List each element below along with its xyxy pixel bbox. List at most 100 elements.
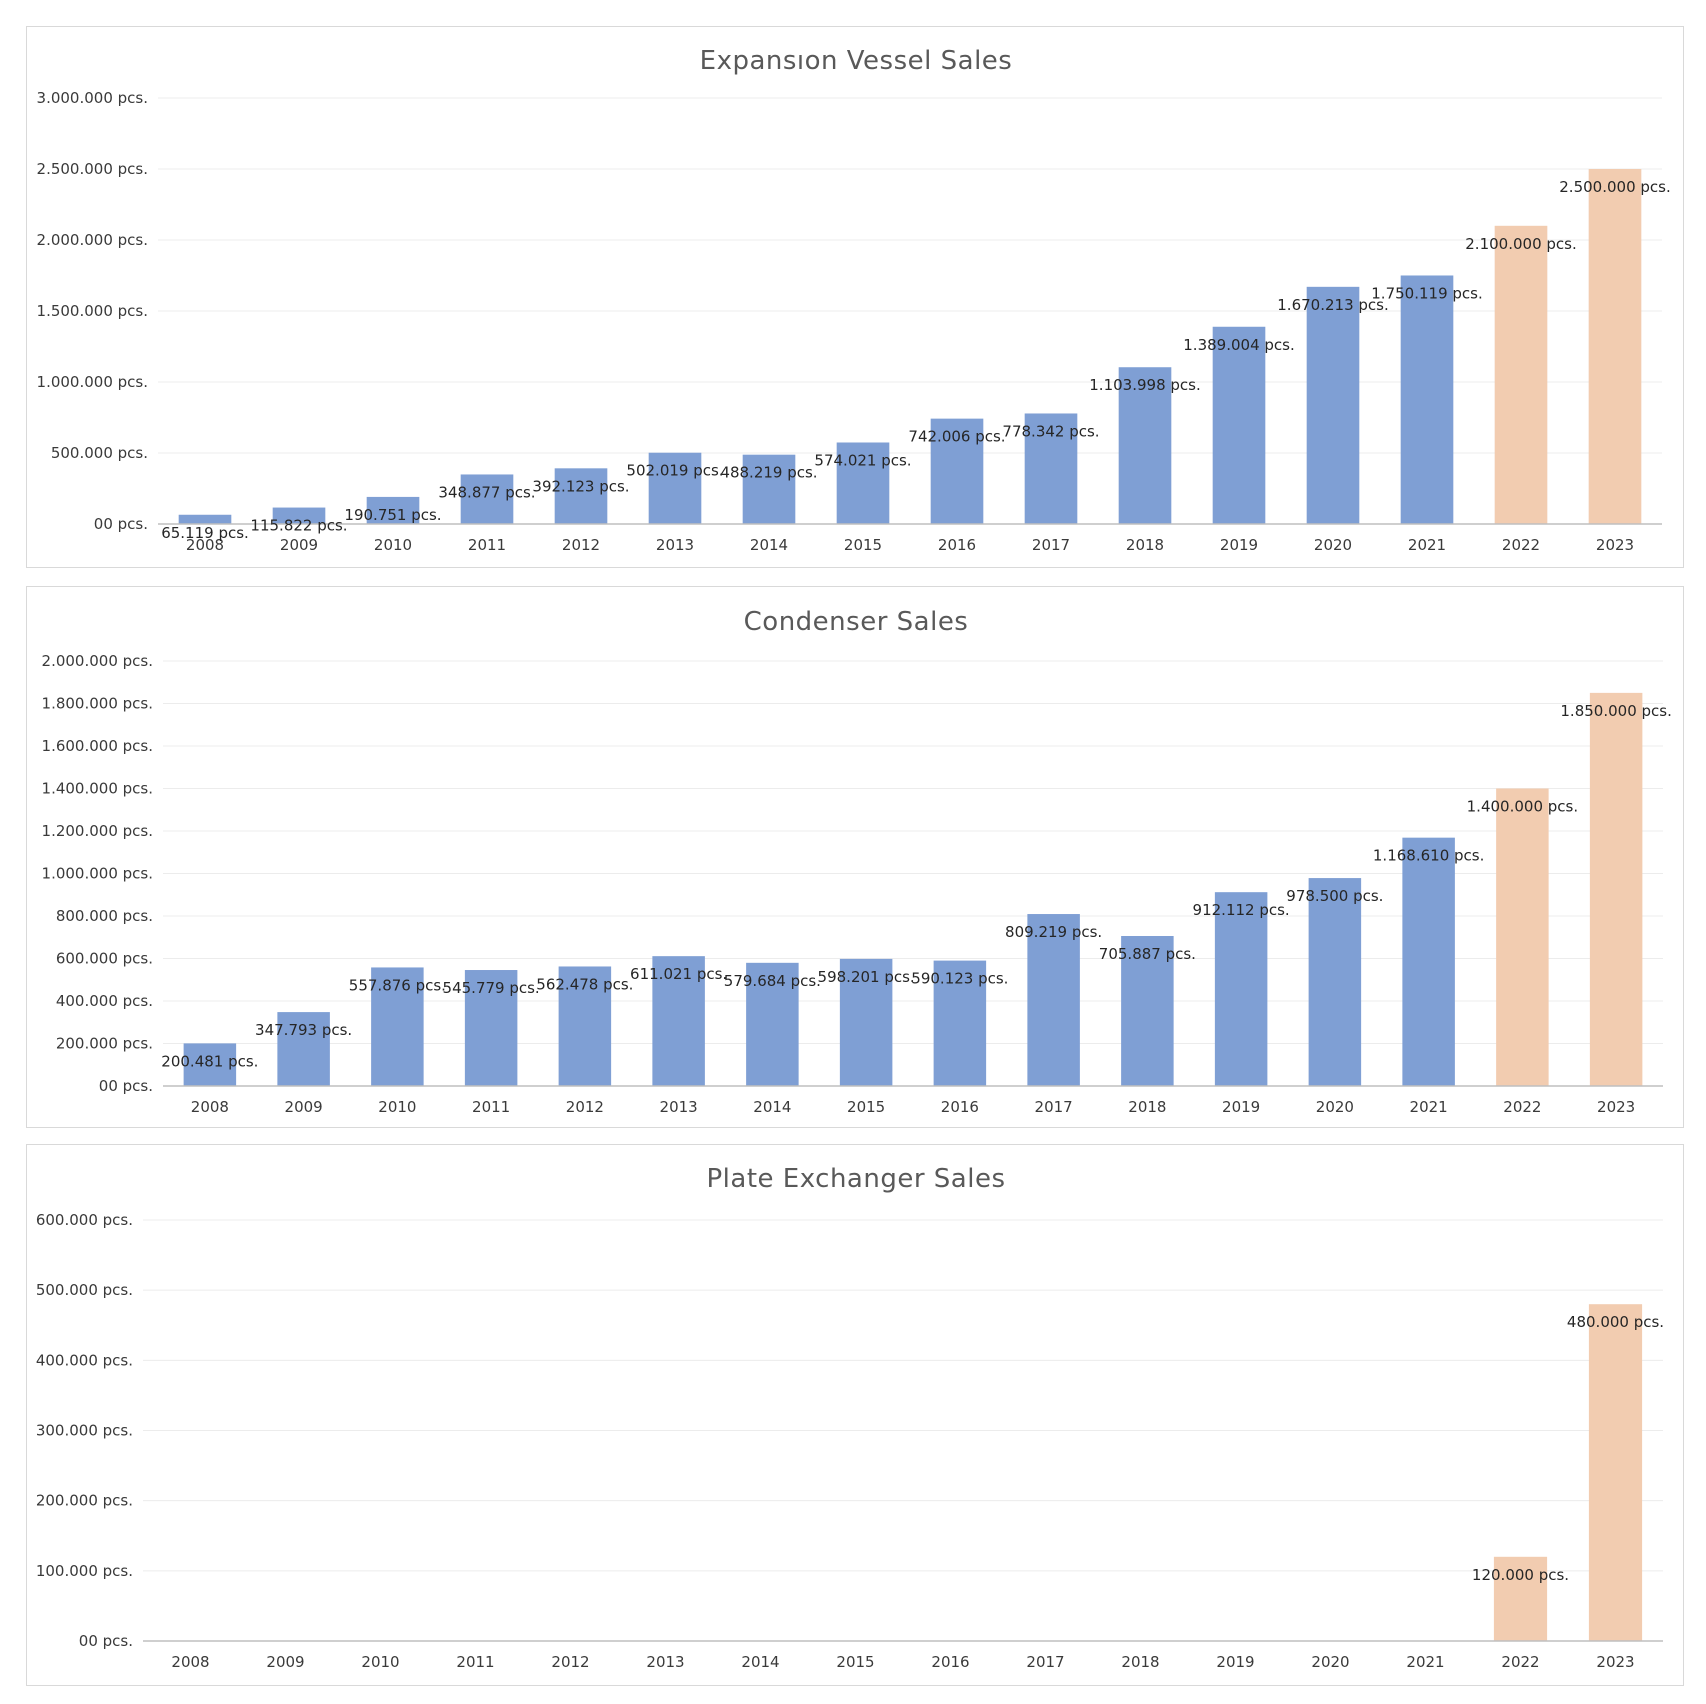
x-tick-label: 2011 <box>456 1653 494 1671</box>
data-label-2022: 120.000 pcs. <box>1472 1566 1569 1584</box>
chart-plate-exchanger: Plate Exchanger Sales 00 pcs. 100.000 pcs… <box>36 1164 1664 1671</box>
bar-2011 <box>460 474 514 524</box>
bar-2015 <box>839 958 893 1086</box>
data-label-2023: 480.000 pcs. <box>1567 1313 1664 1331</box>
x-tick-label: 2012 <box>562 536 600 554</box>
bar-2022 <box>1494 225 1548 525</box>
x-tick-label: 2019 <box>1222 1098 1260 1116</box>
x-tick-label: 2023 <box>1597 1098 1635 1116</box>
x-tick-label: 2022 <box>1501 1653 1539 1671</box>
x-tick-label: 2009 <box>266 1653 304 1671</box>
bar-2008 <box>183 1043 237 1086</box>
data-label-2019: 912.112 pcs. <box>1193 901 1290 919</box>
bar-2014 <box>742 454 796 524</box>
bar-2015 <box>836 442 890 524</box>
data-label-2010: 557.876 pcs. <box>349 976 446 994</box>
bar-2020 <box>1306 286 1360 524</box>
bar-2022 <box>1496 788 1549 1086</box>
y-tick-label: 600.000 pcs. <box>56 950 153 968</box>
bar-2021 <box>1400 275 1454 524</box>
y-tick-label: 1.000.000 pcs. <box>42 865 153 883</box>
data-label-2010: 190.751 pcs. <box>344 506 441 524</box>
data-label-2019: 1.389.004 pcs. <box>1183 336 1294 354</box>
bar-2009 <box>272 507 326 524</box>
x-tick-label: 2008 <box>186 536 224 554</box>
x-tick-label: 2020 <box>1314 536 1352 554</box>
x-tick-label: 2017 <box>1026 1653 1064 1671</box>
data-label-2011: 348.877 pcs. <box>438 483 535 501</box>
data-label-2020: 1.670.213 pcs. <box>1277 296 1388 314</box>
bar-2020 <box>1308 878 1362 1086</box>
y-tick-label: 1.200.000 pcs. <box>42 822 153 840</box>
x-tick-label: 2016 <box>938 536 976 554</box>
x-tick-label: 2014 <box>750 536 788 554</box>
bar-2010 <box>366 496 420 524</box>
data-label-2018: 705.887 pcs. <box>1099 945 1196 963</box>
data-label-2008: 200.481 pcs. <box>161 1052 258 1070</box>
data-label-2015: 574.021 pcs. <box>814 451 911 469</box>
x-tick-label: 2010 <box>374 536 412 554</box>
chart-expansion-vessel: Expansıon Vessel Sales 00 pcs. 500.000 pc… <box>37 46 1671 554</box>
x-tick-label: 2009 <box>280 536 318 554</box>
x-tick-label: 2021 <box>1408 536 1446 554</box>
chart-title: Expansıon Vessel Sales <box>700 46 1013 76</box>
bar-2023 <box>1588 1304 1643 1641</box>
data-label-2018: 1.103.998 pcs. <box>1089 376 1200 394</box>
y-tick-label: 400.000 pcs. <box>56 992 153 1010</box>
y-tick-label: 2.500.000 pcs. <box>37 160 148 178</box>
x-tick-label: 2019 <box>1216 1653 1254 1671</box>
bar-2012 <box>558 966 612 1086</box>
x-tick-label: 2014 <box>741 1653 779 1671</box>
data-label-2014: 488.219 pcs. <box>720 464 817 482</box>
x-tick-label: 2020 <box>1316 1098 1354 1116</box>
x-tick-label: 2015 <box>844 536 882 554</box>
x-tick-label: 2018 <box>1121 1653 1159 1671</box>
x-tick-label: 2021 <box>1410 1098 1448 1116</box>
chart-panel-condenser: Condenser Sales 00 pcs. 200.000 pcs. 400.0… <box>26 586 1684 1128</box>
y-tick-label: 500.000 pcs. <box>36 1281 133 1299</box>
bar-2013 <box>648 452 702 524</box>
data-label-2012: 562.478 pcs. <box>536 975 633 993</box>
x-tick-label: 2022 <box>1502 536 1540 554</box>
x-tick-label: 2017 <box>1035 1098 1073 1116</box>
y-tick-label: 2.000.000 pcs. <box>37 231 148 249</box>
y-tick-label: 200.000 pcs. <box>36 1492 133 1510</box>
x-tick-label: 2008 <box>171 1653 209 1671</box>
x-tick-label: 2018 <box>1128 1098 1166 1116</box>
y-tick-label: 3.000.000 pcs. <box>37 89 148 107</box>
x-tick-label: 2013 <box>660 1098 698 1116</box>
y-tick-label: 800.000 pcs. <box>56 907 153 925</box>
x-tick-label: 2008 <box>191 1098 229 1116</box>
chart-title: Condenser Sales <box>744 607 969 637</box>
data-label-2009: 347.793 pcs. <box>255 1021 352 1039</box>
data-label-2017: 809.219 pcs. <box>1005 923 1102 941</box>
x-tick-label: 2023 <box>1596 536 1634 554</box>
y-tick-label: 100.000 pcs. <box>36 1562 133 1580</box>
data-label-2012: 392.123 pcs. <box>532 477 629 495</box>
x-tick-label: 2011 <box>468 536 506 554</box>
x-tick-label: 2009 <box>285 1098 323 1116</box>
x-tick-label: 2011 <box>472 1098 510 1116</box>
bar-2019 <box>1214 892 1268 1086</box>
bar-2012 <box>554 468 608 524</box>
bar-2009 <box>277 1012 330 1086</box>
bar-2018 <box>1118 367 1172 524</box>
data-label-2023: 2.500.000 pcs. <box>1559 178 1670 196</box>
data-label-2020: 978.500 pcs. <box>1286 887 1383 905</box>
y-tick-label: 00 pcs. <box>79 1632 133 1650</box>
data-label-2021: 1.168.610 pcs. <box>1373 847 1484 865</box>
data-label-2008: 65.119 pcs. <box>161 524 249 542</box>
y-tick-label: 1.600.000 pcs. <box>42 737 153 755</box>
chart-panel-expansion-vessel: Expansıon Vessel Sales 00 pcs. 500.000 pc… <box>26 26 1684 568</box>
bar-2017 <box>1027 914 1080 1086</box>
data-label-2009: 115.822 pcs. <box>250 517 347 535</box>
data-label-2013: 611.021 pcs. <box>630 965 727 983</box>
x-tick-label: 2022 <box>1503 1098 1541 1116</box>
x-tick-label: 2010 <box>361 1653 399 1671</box>
x-tick-label: 2020 <box>1311 1653 1349 1671</box>
chart-condenser: Condenser Sales 00 pcs. 200.000 pcs. 400.0… <box>42 607 1672 1116</box>
bar-2021 <box>1402 837 1455 1086</box>
x-tick-label: 2019 <box>1220 536 1258 554</box>
y-tick-label: 00 pcs. <box>99 1077 153 1095</box>
y-tick-label: 200.000 pcs. <box>56 1035 153 1053</box>
